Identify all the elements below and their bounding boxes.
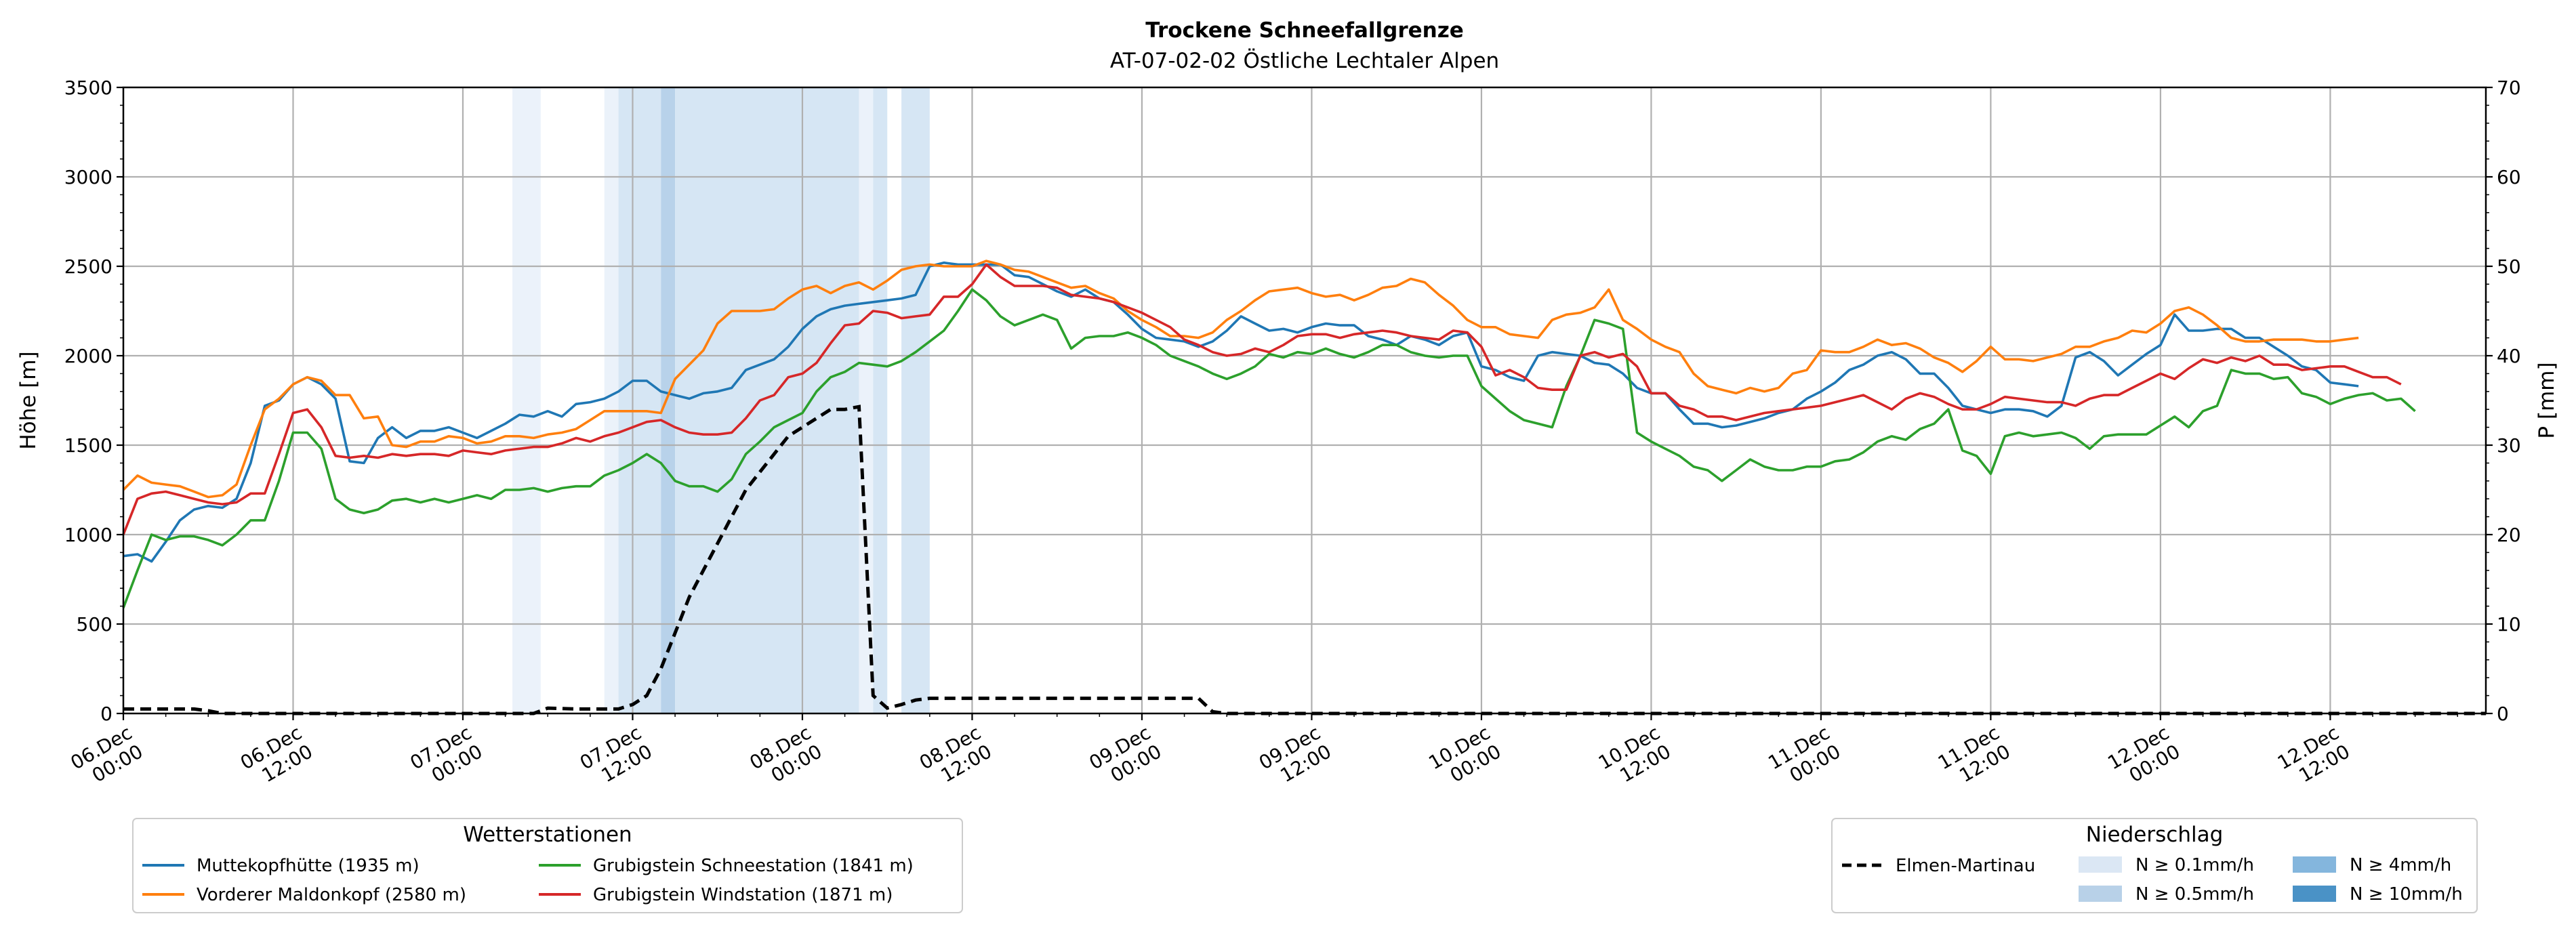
- precip-band: [873, 87, 888, 713]
- y-tick-label: 3000: [64, 166, 113, 188]
- precipitation-line: [123, 405, 2486, 716]
- precip-legend: Niederschlag Elmen-Martinau N ≥ 0.1mm/h N…: [1831, 818, 2478, 913]
- y2-tick-label: 20: [2497, 524, 2521, 546]
- precip-band: [512, 87, 541, 713]
- precip-band: [675, 87, 859, 713]
- y-tick-label: 2000: [64, 345, 113, 367]
- y2-tick-label: 50: [2497, 255, 2521, 278]
- precip-legend-swatch: [2293, 856, 2336, 873]
- y-tick-label: 2500: [64, 255, 113, 278]
- chart-subtitle: AT-07-02-02 Östliche Lechtaler Alpen: [1110, 48, 1499, 73]
- grid-lines: [123, 87, 2486, 713]
- precip-legend-line-label: Elmen-Martinau: [1896, 856, 2035, 876]
- precip-band: [618, 87, 661, 713]
- station-lines: [122, 260, 2416, 608]
- precipitation-bands: [512, 87, 930, 713]
- precip-legend-swatch-label: N ≥ 4mm/h: [2350, 855, 2451, 875]
- stations-legend-title: Wetterstationen: [463, 823, 632, 847]
- precip-legend-title: Niederschlag: [2086, 823, 2224, 847]
- plot-frame: [122, 86, 2487, 715]
- y2-tick-label: 70: [2497, 77, 2521, 99]
- stations-legend-label: Vorderer Maldonkopf (2580 m): [197, 885, 466, 905]
- precip-legend-swatch: [2293, 886, 2336, 902]
- series-line: [123, 261, 2359, 563]
- precip-legend-swatch: [2079, 856, 2122, 873]
- precip-legend-swatch-label: N ≥ 0.1mm/h: [2135, 855, 2254, 875]
- y-axis-label: Höhe [m]: [16, 351, 41, 449]
- precip-series-line: [123, 405, 2486, 716]
- y-tick-label: 500: [77, 613, 113, 636]
- y2-tick-label: 30: [2497, 434, 2521, 457]
- series-line: [122, 260, 2359, 499]
- stations-legend-label: Grubigstein Windstation (1871 m): [593, 885, 893, 905]
- series-line: [122, 263, 2402, 535]
- precip-legend-swatch-label: N ≥ 0.5mm/h: [2135, 884, 2254, 905]
- y2-tick-label: 40: [2497, 345, 2521, 367]
- y2-axis-label: P [mm]: [2535, 362, 2559, 438]
- stations-legend-label: Muttekopfhütte (1935 m): [197, 856, 420, 876]
- y2-tick-label: 0: [2497, 703, 2509, 725]
- y-tick-label: 1000: [64, 524, 113, 546]
- stations-legend-label: Grubigstein Schneestation (1841 m): [593, 856, 914, 876]
- precip-legend-swatch-label: N ≥ 10mm/h: [2350, 884, 2463, 905]
- precip-band: [901, 87, 930, 713]
- precip-band: [604, 87, 619, 713]
- series-line: [122, 288, 2416, 608]
- y-tick-label: 3500: [64, 77, 113, 99]
- y-tick-label: 1500: [64, 434, 113, 457]
- precip-legend-swatch: [2079, 886, 2122, 902]
- precip-band: [661, 87, 676, 713]
- y2-tick-label: 10: [2497, 613, 2521, 636]
- y2-tick-label: 60: [2497, 166, 2521, 188]
- precip-band: [859, 87, 874, 713]
- stations-legend: Wetterstationen Muttekopfhütte (1935 m) V…: [132, 818, 963, 913]
- chart-title: Trockene Schneefallgrenze: [1145, 18, 1464, 43]
- y-tick-label: 0: [100, 703, 113, 725]
